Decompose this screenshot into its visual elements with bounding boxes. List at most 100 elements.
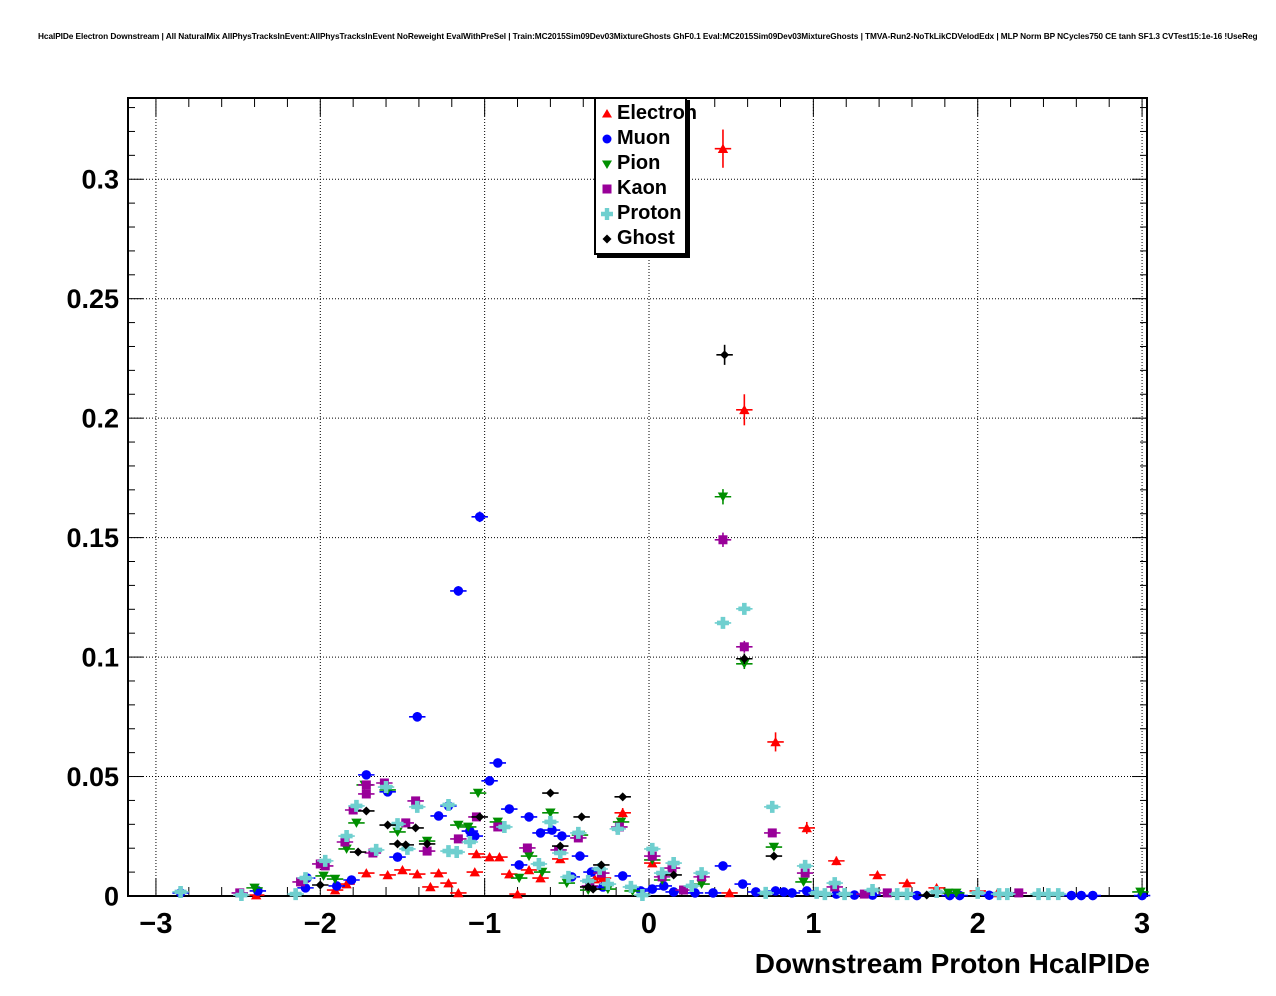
- legend-label: Electron: [617, 102, 698, 124]
- data-point-proton: [370, 843, 383, 856]
- data-point-electron: [397, 864, 408, 875]
- data-point-kaon: [859, 889, 869, 899]
- legend-label: Proton: [617, 202, 682, 224]
- data-point-kaon: [882, 888, 892, 898]
- data-point-proton: [1052, 888, 1065, 901]
- data-point-electron: [739, 404, 750, 415]
- data-point-ghost: [769, 851, 779, 861]
- data-point-proton: [636, 889, 649, 902]
- data-point-proton: [299, 872, 312, 885]
- data-point-electron: [717, 143, 729, 153]
- data-point-muon: [647, 884, 658, 894]
- data-point-electron: [425, 881, 436, 892]
- data-point-ghost: [475, 812, 485, 822]
- data-point-pion: [249, 883, 260, 893]
- y-tick-label: 0.2: [81, 404, 119, 434]
- legend-marker-shape: [602, 108, 612, 117]
- data-point-electron: [453, 887, 464, 898]
- data-point-proton: [572, 826, 585, 839]
- data-point-muon: [912, 890, 922, 901]
- data-point-proton: [766, 800, 779, 813]
- data-point-proton: [442, 798, 455, 811]
- data-point-proton: [601, 878, 614, 891]
- data-point-pion: [392, 827, 403, 837]
- data-point-kaon: [361, 780, 371, 790]
- data-point-ghost: [618, 792, 628, 802]
- legend-row: Electron: [599, 101, 697, 126]
- data-point-ghost: [545, 788, 555, 798]
- data-point-pion: [536, 867, 548, 878]
- data-point-muon: [1066, 890, 1077, 901]
- data-point-proton: [866, 884, 879, 897]
- data-point-electron: [443, 878, 454, 888]
- data-point-electron: [523, 864, 535, 875]
- data-point-pion: [513, 873, 525, 884]
- data-point-kaon: [739, 642, 749, 652]
- data-point-ghost: [922, 890, 932, 900]
- legend-row: Muon: [599, 126, 685, 151]
- legend-label: Ghost: [617, 227, 675, 249]
- data-point-electron: [724, 887, 735, 898]
- data-point-muon: [504, 804, 515, 814]
- data-point-electron: [484, 852, 495, 862]
- data-point-pion: [523, 851, 535, 862]
- data-point-proton: [685, 879, 698, 892]
- data-point-muon: [514, 860, 524, 870]
- data-point-electron: [512, 889, 523, 899]
- data-point-muon: [718, 861, 728, 871]
- data-point-proton: [695, 867, 708, 880]
- data-point-pion: [768, 842, 780, 853]
- y-tick-label: 0.1: [81, 643, 119, 673]
- data-point-electron: [597, 873, 609, 883]
- data-point-proton: [340, 830, 353, 843]
- data-point-kaon: [679, 885, 689, 895]
- data-point-ghost: [669, 870, 679, 880]
- legend-marker-ghost-icon: [602, 234, 612, 243]
- data-point-ghost: [555, 841, 565, 851]
- data-point-electron: [901, 878, 913, 888]
- x-tick-label: −3: [139, 908, 172, 940]
- data-point-muon: [557, 831, 567, 841]
- data-point-kaon: [522, 843, 532, 853]
- data-point-muon: [433, 811, 444, 821]
- data-point-muon: [346, 875, 357, 885]
- data-point-muon: [1087, 890, 1098, 901]
- data-point-pion: [472, 788, 484, 799]
- legend-marker-pion-icon: [602, 160, 612, 169]
- data-point-proton: [818, 888, 831, 901]
- legend-marker-shape: [602, 160, 612, 169]
- data-point-kaon: [296, 877, 306, 887]
- data-point-pion: [615, 817, 627, 827]
- data-point-proton: [450, 846, 463, 859]
- legend-row: Kaon: [599, 176, 685, 201]
- y-tick-label: 0.05: [66, 762, 119, 792]
- legend-marker-proton-icon: [601, 207, 613, 220]
- data-point-muon: [469, 831, 480, 841]
- data-point-pion: [696, 879, 707, 890]
- data-point-ghost: [353, 847, 363, 857]
- data-point-ghost: [393, 839, 403, 849]
- data-point-ghost: [596, 860, 606, 870]
- data-point-electron: [617, 807, 628, 818]
- data-point-kaon: [361, 789, 371, 799]
- data-point-proton: [624, 880, 637, 893]
- data-point-proton: [532, 857, 545, 870]
- data-point-pion: [951, 888, 962, 898]
- data-point-muon: [1076, 890, 1087, 901]
- data-point-proton: [463, 836, 476, 849]
- data-point-muon: [575, 851, 585, 861]
- data-point-pion: [453, 820, 464, 831]
- data-point-proton: [759, 886, 772, 899]
- data-point-proton: [656, 867, 669, 880]
- legend-row: Pion: [599, 151, 685, 176]
- data-point-proton: [716, 616, 729, 629]
- legend-label: Muon: [617, 127, 671, 149]
- data-point-proton: [391, 818, 404, 831]
- data-point-muon: [770, 886, 781, 896]
- data-point-electron: [535, 873, 546, 883]
- x-tick-label: −1: [468, 908, 501, 940]
- data-point-proton: [930, 885, 943, 898]
- data-point-proton: [411, 800, 424, 813]
